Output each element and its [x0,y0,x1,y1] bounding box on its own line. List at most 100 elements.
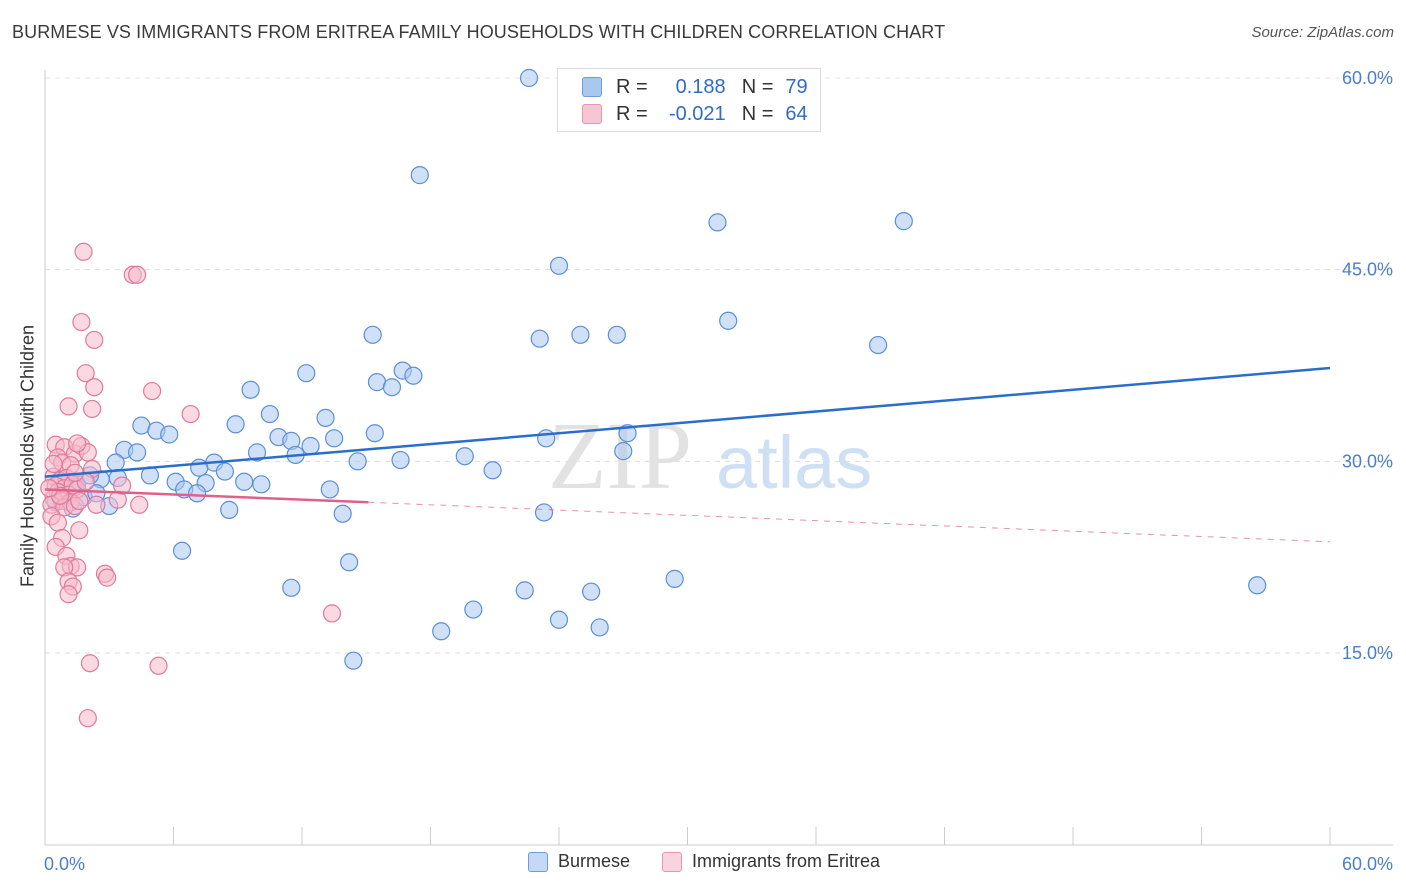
eritrea-point [40,479,59,498]
eritrea-point [59,585,78,604]
burmese-point [549,610,569,629]
burmese-point [404,366,423,385]
eritrea-point [78,709,97,728]
burmese-point [348,452,367,471]
eritrea-swatch [662,851,683,872]
y-tick-label: 60.0% [1342,68,1393,88]
r-value: -0.021 [668,102,726,125]
burmese-point [483,461,502,480]
legend-item-burmese[interactable]: Burmese [528,851,630,872]
burmese-points [46,68,1267,670]
burmese-point [607,325,626,344]
burmese-point [333,504,352,523]
r-label: R = [616,102,648,125]
burmese-point [665,569,684,588]
burmese-point [1248,576,1267,595]
x-tick-labels: 0.0% 60.0% [44,854,1393,874]
burmese-point [708,213,727,232]
burmese-point [127,443,147,462]
burmese-point [252,475,271,494]
eritrea-point [70,491,89,511]
burmese-point [719,311,738,330]
legend-item-eritrea[interactable]: Immigrants from Eritrea [662,851,880,872]
eritrea-trend-extension [368,501,1331,543]
eritrea-point [70,521,89,540]
burmese-point [282,578,301,597]
axes [44,70,1393,846]
trend-lines [44,366,1331,543]
burmese-point [247,443,267,462]
burmese-point [534,503,554,522]
burmese-point [515,581,534,600]
eritrea-point [44,454,63,473]
eritrea-point [87,495,106,514]
y-tick-labels: 15.0% 30.0% 45.0% 60.0% [1342,68,1393,663]
burmese-swatch [582,77,602,97]
legend-label: Burmese [558,851,631,871]
chart-title: BURMESE VS IMMIGRANTS FROM ERITREA FAMIL… [12,22,946,42]
burmese-point [190,458,209,477]
burmese-point [226,415,245,434]
n-value: 64 [785,102,808,125]
burmese-point [410,166,429,185]
burmese-point [894,212,913,231]
burmese-point [382,378,402,397]
burmese-point [320,480,339,499]
eritrea-point [149,656,168,675]
y-tick-label: 30.0% [1342,451,1393,471]
eritrea-point [76,364,95,383]
watermark: ZIP atlas [548,402,872,509]
eritrea-point [83,399,102,419]
eritrea-point [85,378,104,397]
eritrea-point [48,513,67,532]
burmese-point [869,335,888,355]
eritrea-point [98,568,117,587]
y-tick-label: 45.0% [1342,260,1393,280]
burmese-point [582,582,601,601]
eritrea-point [59,397,78,416]
burmese-point [172,541,192,560]
burmese-point [432,622,451,641]
burmese-point [363,325,382,344]
eritrea-trend-line [44,488,369,504]
burmese-point [106,453,125,472]
burmese-point [549,256,569,275]
burmese-point [187,484,207,503]
eritrea-point [85,330,104,350]
series-legend: Burmese Immigrants from Eritrea [528,851,912,872]
legend-row-eritrea: R = -0.021 N = 64 [582,101,808,127]
source-label: Source: ZipAtlas.com [1251,24,1394,41]
burmese-point [455,447,474,466]
burmese-point [530,329,549,348]
burmese-point [220,500,239,519]
eritrea-point [68,434,87,453]
x-tick-label: 0.0% [44,854,85,874]
grid-lines [45,77,1393,654]
eritrea-point [181,404,200,424]
burmese-point [340,553,359,572]
n-label: N = [741,75,774,98]
burmese-point [235,472,254,491]
eritrea-point [74,242,93,261]
burmese-trend-line [44,366,1331,478]
y-tick-label: 15.0% [1342,643,1393,663]
legend-row-burmese: R = 0.188 N = 79 [582,74,808,100]
burmese-point [614,442,633,461]
eritrea-point [322,604,342,623]
burmese-point [241,380,260,399]
eritrea-swatch [582,104,602,124]
watermark-atlas: atlas [716,421,872,504]
legend-label: Immigrants from Eritrea [692,851,881,871]
correlation-legend: R = 0.188 N = 79 R = -0.021 N = 64 [557,68,821,132]
eritrea-point [127,265,147,284]
eritrea-point [130,495,149,514]
burmese-point [215,462,234,481]
r-label: R = [616,75,648,98]
burmese-point [519,68,539,88]
x-tick-label: 60.0% [1342,854,1393,874]
burmese-point [537,429,556,448]
burmese-point [571,325,590,344]
burmese-point [316,408,335,427]
burmese-point [365,424,384,443]
